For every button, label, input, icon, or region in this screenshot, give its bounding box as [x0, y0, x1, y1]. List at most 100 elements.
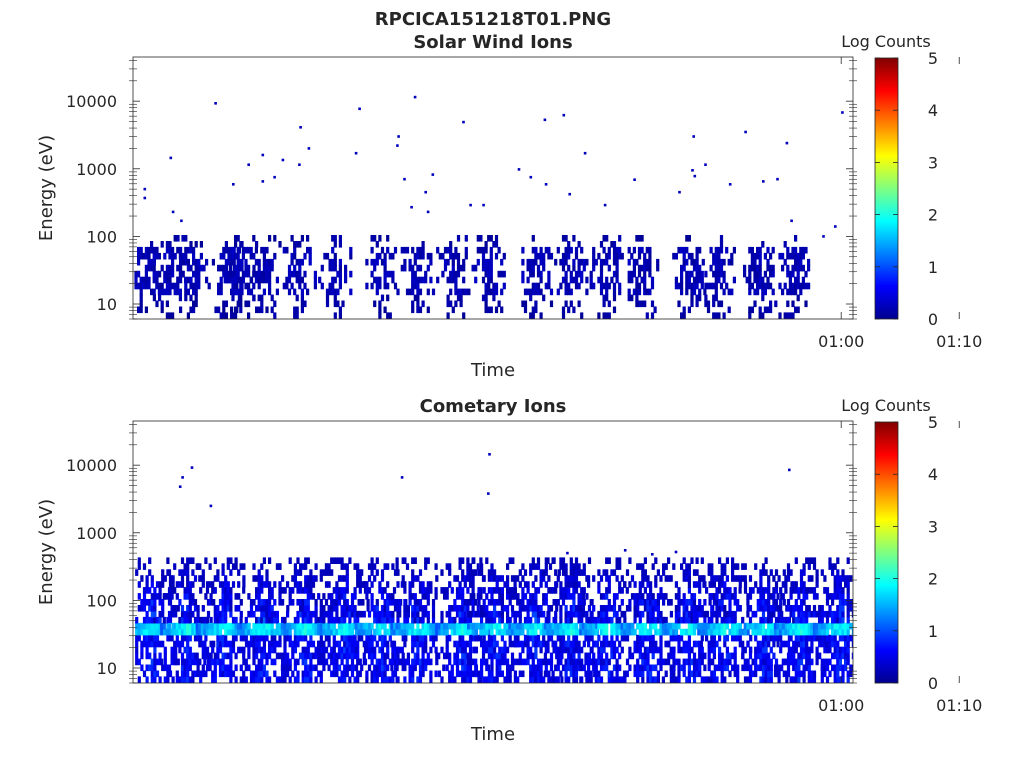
bin-solar-wind — [492, 282, 496, 290]
bin-cometary — [761, 587, 766, 594]
bin-cometary — [708, 593, 712, 600]
sweep-solar-wind-6 — [282, 235, 317, 319]
bin-cometary — [401, 575, 405, 582]
bin-cometary — [208, 658, 212, 666]
bin-cometary — [221, 634, 225, 642]
bin-solar-wind — [753, 252, 757, 260]
bin-cometary — [393, 652, 398, 660]
bin-cometary — [792, 605, 796, 612]
sweep-solar-wind-14 — [589, 235, 624, 319]
bin-solar-wind — [137, 246, 141, 254]
bin-cometary — [191, 557, 195, 564]
bin-cometary — [651, 616, 655, 624]
bin-cometary — [682, 569, 686, 576]
bin-cometary — [140, 646, 144, 654]
bin-cometary — [291, 646, 295, 654]
bin-cometary — [549, 652, 554, 660]
bin-solar-wind — [712, 294, 716, 302]
bin-cometary — [314, 563, 318, 570]
bin-cometary — [487, 652, 491, 660]
bin-cometary — [413, 593, 417, 600]
bin-cometary — [213, 658, 217, 666]
bin-cometary — [327, 640, 331, 648]
sparse-point-solar-wind-24 — [426, 210, 430, 214]
bin-cometary — [487, 610, 491, 618]
bin-cometary — [618, 557, 622, 564]
bin-cometary — [746, 622, 750, 630]
bin-cometary — [769, 658, 773, 666]
bin-cometary — [198, 622, 202, 630]
bin-cometary — [408, 593, 412, 600]
bin-cometary — [337, 664, 342, 672]
bin-cometary — [193, 599, 198, 606]
bin-cometary — [291, 640, 295, 648]
bin-cometary — [554, 640, 558, 648]
bin-cometary — [413, 652, 417, 660]
bin-cometary — [513, 575, 517, 582]
bin-cometary — [508, 616, 512, 624]
sparse-point-solar-wind-7 — [247, 163, 250, 166]
bin-solar-wind — [176, 235, 180, 242]
bin-solar-wind — [567, 264, 571, 272]
bin-cometary — [728, 593, 732, 600]
bin-solar-wind — [227, 246, 231, 254]
bin-solar-wind — [484, 264, 488, 272]
bin-cometary — [692, 569, 697, 576]
bin-cometary — [311, 581, 316, 588]
bin-solar-wind — [418, 276, 423, 284]
bin-cometary — [577, 563, 581, 570]
bin-cometary — [311, 628, 316, 636]
bin-cometary — [612, 605, 617, 612]
bin-cometary — [380, 622, 385, 630]
bin-solar-wind — [632, 258, 636, 266]
bin-cometary — [761, 605, 766, 612]
bin-cometary — [335, 605, 339, 612]
bin-cometary — [398, 628, 402, 636]
bin-cometary — [592, 652, 596, 660]
bin-cometary — [434, 587, 438, 594]
bin-cometary — [188, 557, 192, 564]
bin-cometary — [286, 670, 290, 678]
bin-solar-wind — [748, 264, 752, 272]
bin-cometary — [471, 575, 475, 582]
bin-cometary — [728, 658, 732, 666]
bin-cometary — [350, 664, 355, 672]
bin-cometary — [301, 676, 305, 683]
bin-solar-wind — [695, 264, 699, 272]
bin-solar-wind — [446, 246, 450, 254]
sparse-point-solar-wind-28 — [517, 168, 521, 171]
bin-cometary — [503, 646, 507, 654]
bin-cometary — [618, 640, 622, 648]
bin-solar-wind — [295, 306, 299, 314]
bin-cometary — [461, 610, 465, 618]
bin-cometary — [463, 640, 467, 648]
bin-cometary — [440, 569, 444, 576]
bin-cometary — [797, 610, 801, 618]
bin-solar-wind — [650, 312, 655, 319]
bin-solar-wind — [758, 276, 762, 284]
bin-cometary — [466, 569, 470, 576]
bin-cometary — [348, 622, 352, 630]
bin-solar-wind — [338, 241, 342, 248]
bin-cometary — [656, 593, 660, 600]
bin-cometary — [380, 616, 385, 624]
bin-cometary — [574, 634, 579, 642]
sweep-cometary-10 — [508, 557, 564, 683]
bin-cometary — [373, 616, 377, 624]
bin-cometary — [317, 616, 321, 624]
bin-cometary — [630, 575, 635, 582]
bin-cometary — [155, 634, 160, 642]
bin-solar-wind — [454, 288, 458, 296]
bin-cometary — [309, 676, 313, 683]
bin-cometary — [506, 593, 510, 600]
bin-solar-wind — [268, 235, 272, 242]
bin-solar-wind — [756, 270, 760, 278]
bin-solar-wind — [748, 270, 752, 278]
bin-cometary — [211, 581, 215, 588]
bin-cometary — [781, 622, 785, 630]
bin-solar-wind — [268, 264, 272, 272]
bin-cometary — [526, 605, 530, 612]
bin-cometary — [445, 622, 449, 630]
bin-cometary — [513, 581, 517, 588]
bin-cometary — [299, 587, 303, 594]
